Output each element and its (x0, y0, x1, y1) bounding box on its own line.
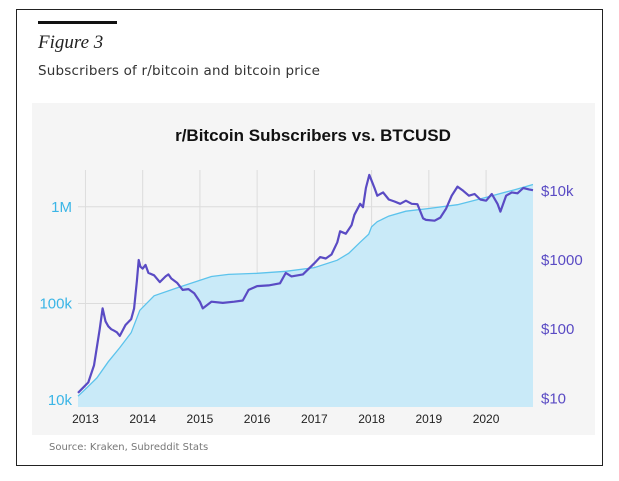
x-tick-label: 2013 (72, 412, 99, 426)
chart-title: r/Bitcoin Subscribers vs. BTCUSD (175, 126, 451, 145)
x-axis: 2013 2014 2015 2016 2017 2018 2019 2020 (72, 412, 500, 426)
x-tick-label: 2014 (129, 412, 156, 426)
figure-label: Figure 3 (38, 32, 104, 53)
right-tick-label: $10k (541, 183, 574, 200)
right-tick-label: $1000 (541, 252, 583, 269)
x-tick-label: 2020 (473, 412, 500, 426)
left-tick-label: 10k (48, 392, 73, 409)
left-axis: 10k 100k 1M (39, 199, 72, 409)
left-tick-label: 1M (51, 199, 72, 216)
price-line (77, 173, 534, 394)
left-tick-label: 100k (39, 295, 72, 312)
figure-subtitle: Subscribers of r/bitcoin and bitcoin pri… (38, 63, 321, 79)
figure-source: Source: Kraken, Subreddit Stats (49, 442, 209, 453)
price-series (77, 173, 534, 394)
subscribers-series (77, 183, 534, 407)
x-tick-label: 2018 (358, 412, 385, 426)
right-tick-label: $10 (541, 390, 566, 407)
figure-rule (38, 21, 117, 24)
x-tick-label: 2016 (244, 412, 271, 426)
x-tick-label: 2015 (187, 412, 214, 426)
subscribers-area (78, 184, 533, 407)
right-tick-label: $100 (541, 321, 574, 338)
x-tick-label: 2017 (301, 412, 328, 426)
right-axis: $10 $100 $1000 $10k (541, 183, 583, 408)
x-tick-label: 2019 (415, 412, 442, 426)
subscribers-line (77, 183, 534, 397)
